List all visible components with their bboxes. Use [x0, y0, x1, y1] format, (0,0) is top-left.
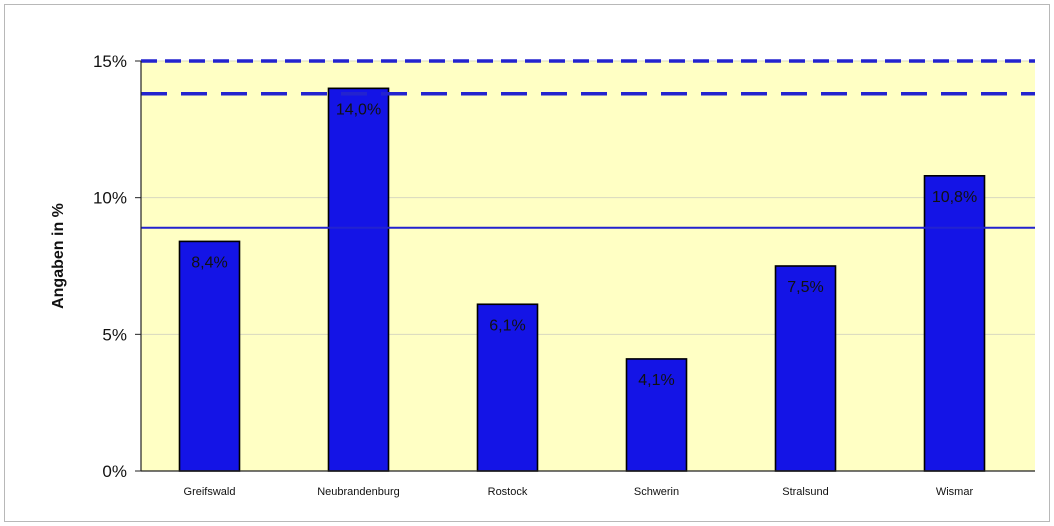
y-tick-label: 5%	[102, 325, 127, 344]
category-label: Stralsund	[782, 486, 828, 498]
data-label: 14,0%	[336, 101, 381, 118]
bar	[476, 303, 539, 472]
bar	[774, 265, 837, 472]
plot-area	[141, 61, 1035, 471]
bars	[178, 87, 986, 472]
bar	[923, 175, 986, 472]
data-label: 4,1%	[638, 372, 674, 389]
reference-lines	[141, 59, 1035, 229]
category-label: Neubrandenburg	[317, 486, 400, 498]
y-tick-label: 15%	[93, 52, 127, 71]
axes	[135, 60, 1035, 472]
data-label: 8,4%	[191, 254, 227, 271]
y-tick-label: 10%	[93, 189, 127, 208]
labels: 0% 5% 10% 15% 8,4% Greifswald 14,0% Neubrandenb…	[93, 52, 977, 498]
bar	[327, 87, 390, 472]
category-label: Greifswald	[184, 486, 236, 498]
y-tick-label: 0%	[102, 462, 127, 481]
data-label: 6,1%	[489, 317, 525, 334]
y-axis-title: Angaben in %	[50, 203, 67, 309]
bar-chart: 0% 5% 10% 15% 8,4% Greifswald 14,0% Neubrandenb…	[50, 52, 1035, 498]
category-label: Schwerin	[634, 486, 679, 498]
data-label: 10,8%	[932, 189, 977, 206]
bar	[178, 240, 241, 472]
chart-frame: 0% 5% 10% 15% 8,4% Greifswald 14,0% Neubrandenb…	[4, 4, 1050, 522]
category-label: Wismar	[936, 486, 974, 498]
category-label: Rostock	[488, 486, 528, 498]
data-label: 7,5%	[787, 279, 823, 296]
